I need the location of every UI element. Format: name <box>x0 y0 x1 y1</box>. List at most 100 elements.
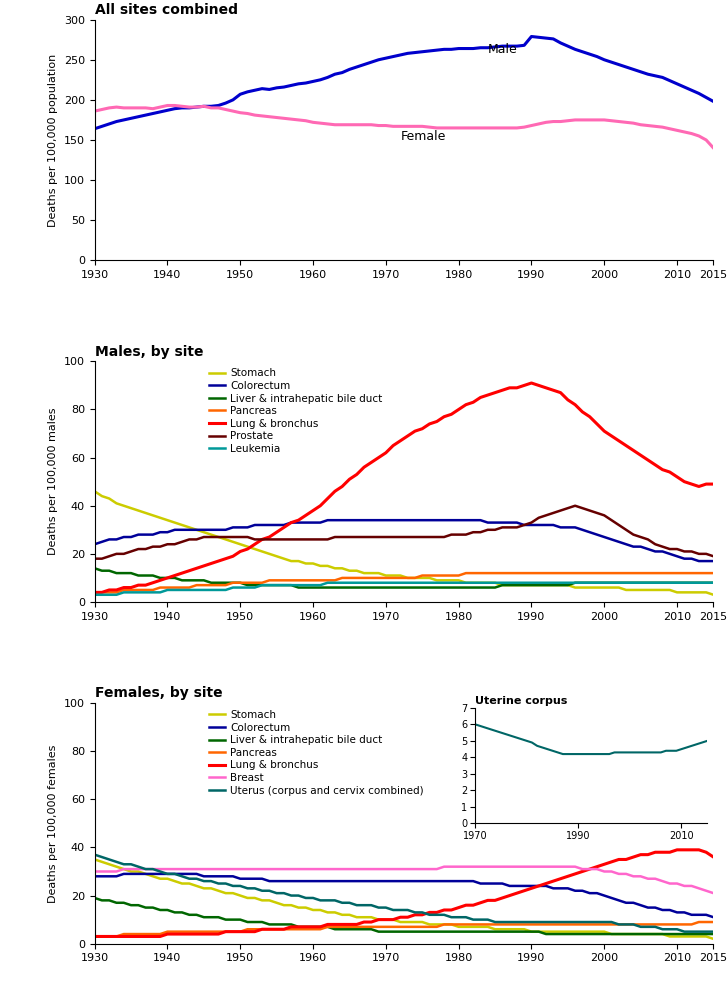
Liver & intrahepatic bile duct <box>105 895 114 906</box>
Lung & bronchus <box>389 439 397 451</box>
Liver & intrahepatic bile duct <box>119 567 128 579</box>
Legend: Stomach, Colorectum, Liver & intrahepatic bile duct, Pancreas, Lung & bronchus, : Stomach, Colorectum, Liver & intrahepati… <box>205 364 387 458</box>
Pancreas <box>156 582 165 594</box>
Pancreas <box>156 928 165 940</box>
Y-axis label: Deaths per 100,000 males: Deaths per 100,000 males <box>48 408 58 555</box>
Liver & intrahepatic bile duct <box>542 928 550 940</box>
Stomach <box>709 933 718 945</box>
Pancreas <box>563 918 572 930</box>
Lung & bronchus <box>563 870 572 882</box>
Stomach <box>119 499 128 511</box>
Pancreas <box>695 916 703 928</box>
Liver & intrahepatic bile duct <box>90 892 99 903</box>
Text: Male: Male <box>488 43 518 56</box>
Breast <box>105 866 114 878</box>
Colorectum <box>709 555 718 567</box>
Line: Colorectum: Colorectum <box>95 520 713 561</box>
Uterus (corpus and cervix combined) <box>709 926 718 938</box>
Pancreas <box>119 928 128 940</box>
Stomach <box>709 589 718 601</box>
Colorectum <box>119 531 128 543</box>
Uterus (corpus and cervix combined) <box>563 916 572 928</box>
Lung & bronchus <box>622 439 630 451</box>
Pancreas <box>119 584 128 596</box>
Colorectum <box>163 868 172 880</box>
Liver & intrahepatic bile duct <box>622 577 630 589</box>
Breast <box>571 861 579 873</box>
Colorectum <box>709 911 718 923</box>
Breast <box>119 863 128 875</box>
Colorectum <box>695 555 703 567</box>
Line: Lung & bronchus: Lung & bronchus <box>95 383 713 593</box>
Pancreas <box>709 567 718 579</box>
Text: Female: Female <box>400 130 446 143</box>
Leukemia <box>622 577 630 589</box>
Prostate <box>105 550 114 562</box>
Pancreas <box>462 567 470 579</box>
Stomach <box>90 486 99 497</box>
Colorectum <box>127 868 135 880</box>
Pancreas <box>571 567 579 579</box>
Colorectum <box>622 539 630 550</box>
Liver & intrahepatic bile duct <box>156 904 165 916</box>
Pancreas <box>389 572 397 584</box>
Lung & bronchus <box>119 931 128 943</box>
Lung & bronchus <box>709 851 718 863</box>
Stomach <box>614 928 623 940</box>
Line: Stomach: Stomach <box>95 492 713 595</box>
Line: Leukemia: Leukemia <box>95 583 713 595</box>
Stomach <box>156 873 165 885</box>
Pancreas <box>622 567 630 579</box>
Breast <box>440 861 448 873</box>
Line: Liver & intrahepatic bile duct: Liver & intrahepatic bile duct <box>95 897 713 934</box>
Stomach <box>389 914 397 926</box>
Colorectum <box>156 526 165 538</box>
Liver & intrahepatic bile duct <box>622 928 630 940</box>
Liver & intrahepatic bile duct <box>294 582 303 594</box>
Pancreas <box>614 918 623 930</box>
Line: Stomach: Stomach <box>95 859 713 939</box>
Pancreas <box>90 587 99 599</box>
Stomach <box>389 569 397 581</box>
Uterus (corpus and cervix combined) <box>156 866 165 878</box>
Stomach <box>105 858 114 870</box>
Prostate <box>709 550 718 562</box>
Lung & bronchus <box>527 377 536 389</box>
Breast <box>90 866 99 878</box>
Stomach <box>563 579 572 591</box>
Prostate <box>571 499 579 511</box>
Pancreas <box>90 931 99 943</box>
Breast <box>622 868 630 880</box>
Lung & bronchus <box>119 582 128 594</box>
Colorectum <box>105 534 114 546</box>
Prostate <box>119 548 128 559</box>
Lung & bronchus <box>90 931 99 943</box>
Lung & bronchus <box>156 574 165 586</box>
Breast <box>709 888 718 899</box>
Stomach <box>119 863 128 875</box>
Colorectum <box>323 514 332 526</box>
Text: All sites combined: All sites combined <box>95 3 237 17</box>
Uterus (corpus and cervix combined) <box>90 848 99 860</box>
Uterus (corpus and cervix combined) <box>105 853 114 865</box>
Stomach <box>156 512 165 524</box>
Stomach <box>614 582 623 594</box>
Colorectum <box>119 868 128 880</box>
Y-axis label: Deaths per 100,000 population: Deaths per 100,000 population <box>48 53 58 227</box>
Lung & bronchus <box>105 931 114 943</box>
Liver & intrahepatic bile duct <box>709 928 718 940</box>
Breast <box>156 863 165 875</box>
Lung & bronchus <box>709 478 718 490</box>
Liver & intrahepatic bile duct <box>571 928 579 940</box>
Colorectum <box>396 875 405 887</box>
Line: Breast: Breast <box>95 867 713 894</box>
Line: Pancreas: Pancreas <box>95 573 713 593</box>
Breast <box>389 863 397 875</box>
Colorectum <box>396 514 405 526</box>
Lung & bronchus <box>571 399 579 411</box>
Leukemia <box>396 577 405 589</box>
Lung & bronchus <box>90 587 99 599</box>
Line: Pancreas: Pancreas <box>95 922 713 937</box>
Stomach <box>563 926 572 938</box>
Liver & intrahepatic bile duct <box>571 577 579 589</box>
